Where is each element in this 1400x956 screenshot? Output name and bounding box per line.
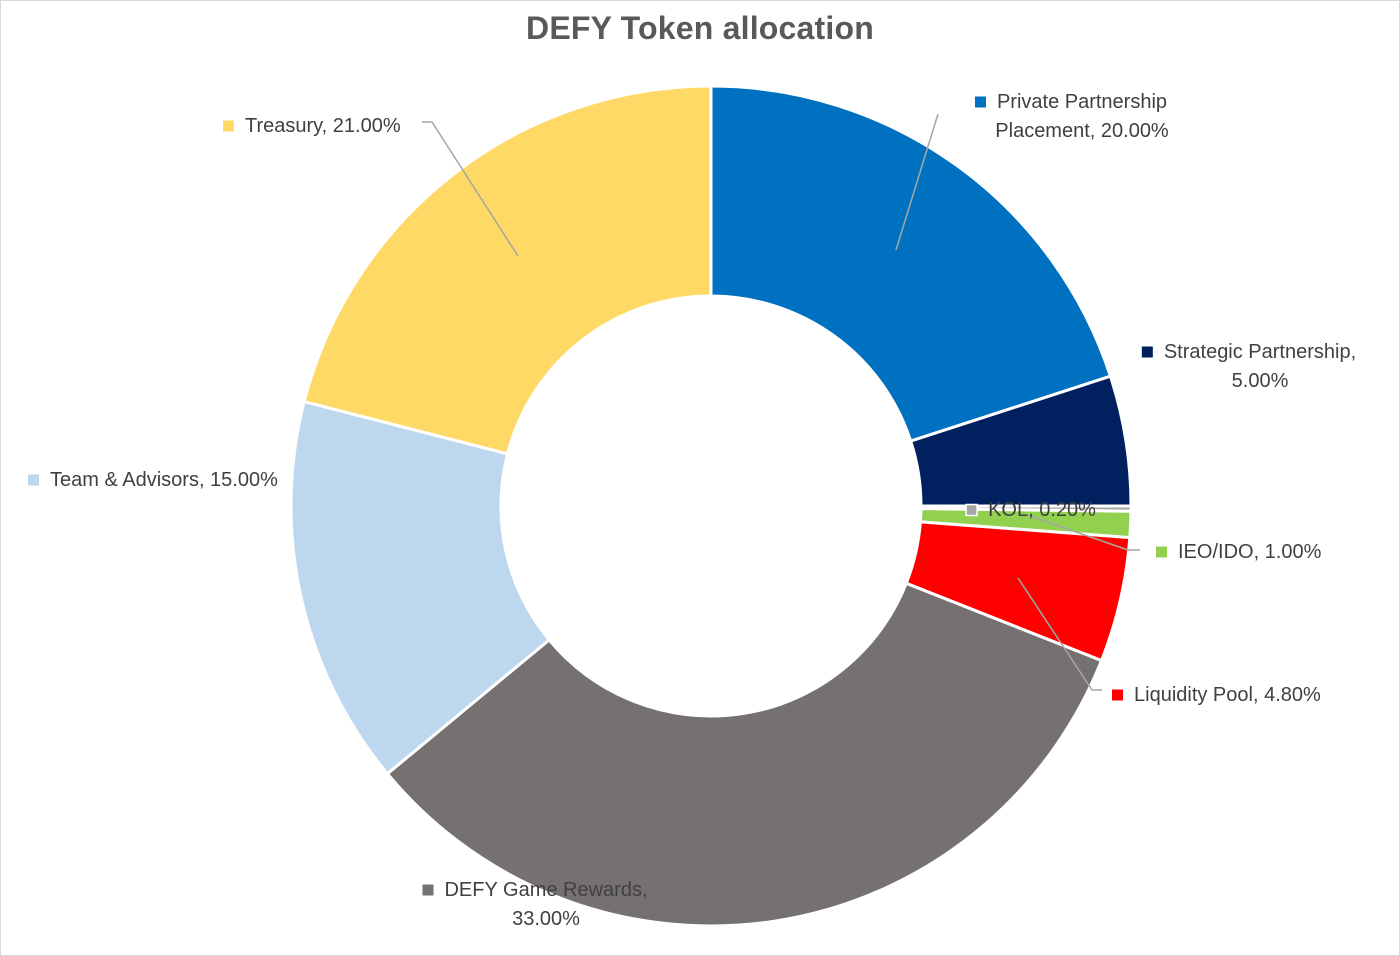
leader-line-private-partnership-placement (895, 113, 939, 251)
legend-key-team-advisors (28, 474, 39, 486)
legend-key-liquidity-pool (1112, 689, 1123, 701)
data-label-defy-game-rewards: DEFY Game Rewards, 33.00% (422, 879, 648, 930)
data-label-text: Placement, 20.00% (995, 120, 1169, 142)
data-label-text: Private Partnership (997, 91, 1167, 113)
data-label-text: IEO/IDO, 1.00% (1178, 541, 1322, 563)
data-label-text: Liquidity Pool, 4.80% (1134, 684, 1321, 706)
data-label-kol: KOL, 0.20% (965, 499, 1096, 521)
slice-private-partnership-placement (709, 84, 1113, 443)
legend-key-treasury (223, 120, 234, 132)
data-label-private-partnership-placement: Private Partnership Placement, 20.00% (974, 91, 1169, 142)
data-label-text: 5.00% (1232, 370, 1289, 392)
legend-key-strategic-partnership (1141, 346, 1153, 358)
data-label-text: DEFY Game Rewards, (444, 879, 647, 901)
data-label-text: Treasury, 21.00% (245, 115, 401, 137)
slice-treasury (302, 84, 713, 456)
slice-defy-game-rewards (385, 581, 1104, 928)
chart-title: DEFY Token allocation (526, 10, 874, 46)
leader-line-kol (1029, 515, 1129, 551)
data-label-text: KOL, 0.20% (988, 499, 1096, 521)
leader-line-liquidity-pool (1017, 577, 1102, 691)
data-label-text: Strategic Partnership, (1164, 341, 1356, 363)
legend-key-ieo-ido (1156, 546, 1167, 558)
data-label-text: 33.00% (512, 908, 580, 930)
data-label-ieo-ido: IEO/IDO, 1.00% (1156, 541, 1322, 563)
data-label-liquidity-pool: Liquidity Pool, 4.80% (1112, 684, 1321, 706)
slice-team-advisors (289, 399, 552, 776)
data-label-strategic-partnership: Strategic Partnership, 5.00% (1141, 341, 1356, 392)
data-label-team-advisors: Team & Advisors, 15.00% (28, 469, 278, 491)
slices-group (289, 84, 1133, 928)
legend-key-private-partnership-placement (974, 96, 986, 108)
leader-lines-group (422, 113, 1140, 691)
legend-key-defy-game-rewards (422, 884, 434, 896)
data-label-treasury: Treasury, 21.00% (223, 115, 401, 137)
labels-group: Private Partnership Placement, 20.00% Stra… (28, 91, 1356, 930)
legend-key-kol (965, 503, 978, 517)
leader-line-treasury (422, 121, 519, 257)
data-label-text: Team & Advisors, 15.00% (50, 469, 278, 491)
